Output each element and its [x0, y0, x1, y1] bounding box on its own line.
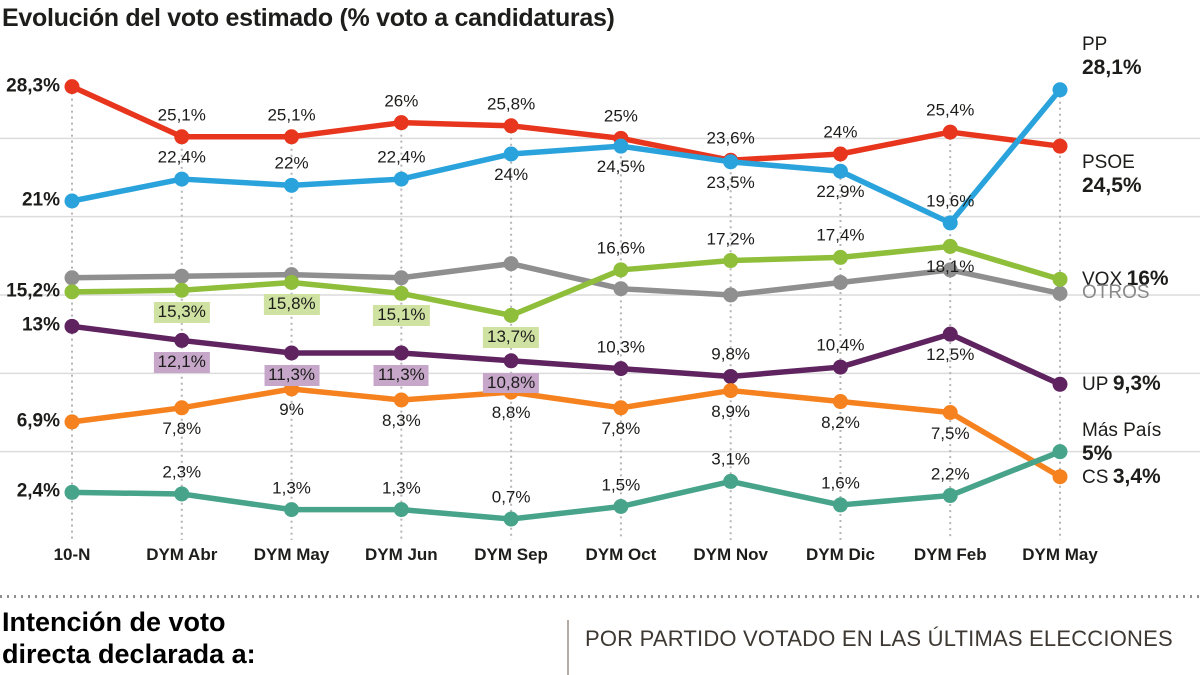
point-Más País: [64, 484, 80, 500]
point-UP: [613, 361, 629, 377]
line-Más País: [69, 448, 1063, 522]
point-VOX: [284, 274, 300, 290]
point-CS: [1052, 469, 1068, 485]
point-Más País: [393, 502, 409, 518]
point-PSOE: [942, 124, 958, 140]
point-Más País: [613, 499, 629, 514]
point-VOX: [832, 249, 848, 265]
vote-evolution-chart: 21% 22,4% 22% 22,4% 24% 24,5% 23,5% 22,9% 19,6% 2…: [0, 34, 1200, 564]
point-UP: [503, 353, 519, 369]
point-UP: [393, 345, 409, 361]
point-PP: [1052, 82, 1068, 98]
point-VOX: [393, 285, 409, 301]
line-PSOE: [69, 83, 1063, 164]
line-UP: [69, 323, 1063, 388]
footer-section: Intención de voto directa declarada a: P…: [0, 598, 1200, 675]
point-OTROS: [1052, 285, 1068, 301]
point-PSOE: [393, 115, 409, 131]
point-PP: [613, 138, 629, 154]
point-Más País: [723, 473, 739, 489]
point-PSOE: [503, 118, 519, 134]
point-UP: [723, 368, 739, 384]
point-CS: [723, 383, 739, 399]
point-PP: [942, 215, 958, 231]
point-PSOE: [174, 129, 190, 145]
line-VOX: [69, 243, 1063, 319]
point-VOX: [613, 262, 629, 278]
point-UP: [284, 345, 300, 361]
line-OTROS: [69, 260, 1063, 298]
point-OTROS: [174, 268, 190, 284]
footer-right-heading: POR PARTIDO VOTADO EN LAS ÚLTIMAS ELECCI…: [585, 626, 1173, 651]
line-PP: [69, 87, 1063, 226]
point-OTROS: [723, 287, 739, 303]
point-CS: [284, 381, 300, 397]
point-CS: [832, 394, 848, 410]
point-PP: [174, 171, 190, 187]
point-VOX: [174, 282, 190, 298]
point-PP: [723, 154, 739, 170]
point-Más País: [174, 486, 190, 502]
point-Más País: [284, 502, 300, 518]
point-PP: [503, 146, 519, 162]
point-PSOE: [1052, 138, 1068, 154]
point-Más País: [1052, 444, 1068, 460]
point-CS: [174, 400, 190, 416]
point-OTROS: [832, 274, 848, 290]
point-UP: [1052, 376, 1068, 392]
point-Más País: [503, 511, 519, 527]
chart-title: Evolución del voto estimado (% voto a ca…: [2, 4, 615, 32]
footer-left-line1: Intención de voto: [2, 607, 226, 637]
point-PP: [284, 177, 300, 193]
point-VOX: [1052, 271, 1068, 287]
point-VOX: [64, 284, 80, 300]
point-OTROS: [942, 262, 958, 278]
point-PP: [64, 193, 80, 209]
point-CS: [64, 414, 80, 430]
point-OTROS: [393, 270, 409, 286]
point-VOX: [723, 253, 739, 269]
point-PSOE: [284, 129, 300, 145]
footer-vertical-divider: [567, 620, 569, 675]
point-PP: [832, 163, 848, 179]
point-UP: [64, 318, 80, 334]
point-CS: [613, 400, 629, 416]
chart-canvas: [0, 79, 1200, 540]
point-UP: [942, 326, 958, 342]
footer-left-line2: directa declarada a:: [2, 639, 256, 670]
point-UP: [174, 332, 190, 348]
point-VOX: [942, 238, 958, 254]
point-OTROS: [503, 256, 519, 272]
point-PSOE: [64, 79, 80, 95]
point-PP: [393, 171, 409, 187]
point-UP: [832, 359, 848, 375]
point-Más País: [942, 488, 958, 504]
footer-left-heading: Intención de voto directa declarada a:: [2, 606, 256, 671]
point-OTROS: [64, 270, 80, 286]
point-PSOE: [832, 146, 848, 162]
point-Más País: [832, 497, 848, 513]
point-CS: [393, 392, 409, 408]
line-CS: [69, 386, 1063, 480]
dotted-separator: [0, 595, 1200, 598]
point-CS: [942, 405, 958, 420]
point-CS: [503, 384, 519, 400]
point-OTROS: [613, 281, 629, 297]
point-VOX: [503, 307, 519, 323]
